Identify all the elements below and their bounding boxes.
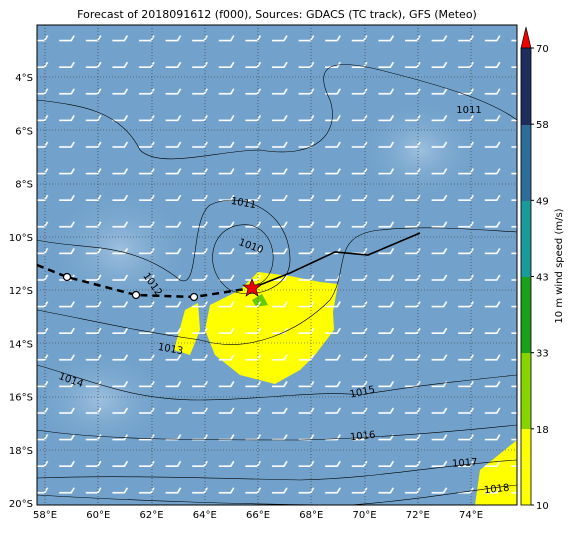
x-tick-label: 60°E bbox=[86, 510, 110, 521]
colorbar-segment bbox=[521, 353, 531, 429]
y-tick-label: 16°S bbox=[9, 393, 33, 404]
y-tick-label: 20°S bbox=[9, 499, 33, 510]
map-frame bbox=[36, 24, 518, 506]
colorbar-segment bbox=[521, 125, 531, 201]
y-tick-label: 10°S bbox=[9, 233, 33, 244]
colorbar-segment bbox=[521, 277, 531, 353]
y-tick-label: 4°S bbox=[15, 73, 33, 84]
map-area bbox=[37, 25, 517, 505]
colorbar-label: 10 m wind speed (m/s) bbox=[554, 208, 565, 323]
colorbar-segment bbox=[521, 429, 531, 505]
colorbar-tick-label: 43 bbox=[536, 273, 549, 284]
colorbar-tick-label: 10 bbox=[536, 501, 549, 512]
x-tick-label: 68°E bbox=[299, 510, 323, 521]
isobar-label: 1017 bbox=[452, 457, 478, 470]
colorbar-extend bbox=[520, 26, 532, 49]
storm-position bbox=[242, 278, 262, 297]
colorbar-tick-label: 58 bbox=[536, 120, 549, 131]
past-track bbox=[37, 263, 253, 299]
colorbar-tick-label: 33 bbox=[536, 349, 549, 360]
y-tick-label: 14°S bbox=[9, 339, 33, 350]
isobar-label: 1015 bbox=[349, 385, 376, 401]
x-tick-label: 70°E bbox=[352, 510, 376, 521]
forecast-track bbox=[251, 232, 421, 289]
colorbar-tick-label: 70 bbox=[536, 44, 549, 55]
y-tick-label: 18°S bbox=[9, 446, 33, 457]
isobar-label: 1018 bbox=[484, 483, 510, 497]
colorbar bbox=[520, 26, 532, 506]
y-tick-label: 6°S bbox=[15, 126, 33, 137]
x-tick-label: 64°E bbox=[193, 510, 217, 521]
wind-barbs bbox=[37, 25, 517, 505]
track-points bbox=[62, 272, 199, 302]
isobar-label: 1011 bbox=[456, 105, 481, 116]
x-tick-label: 58°E bbox=[33, 510, 57, 521]
y-tick-label: 8°S bbox=[15, 180, 33, 191]
graticule bbox=[37, 25, 517, 505]
map-title: Forecast of 2018091612 (f000), Sources: … bbox=[77, 8, 477, 21]
colorbar-tick-label: 18 bbox=[536, 425, 549, 436]
x-tick-label: 66°E bbox=[246, 510, 270, 521]
isobar-label: 1013 bbox=[157, 342, 184, 357]
colorbar-segment bbox=[521, 48, 531, 125]
y-tick-label: 12°S bbox=[9, 286, 33, 297]
isobar-label: 1011 bbox=[230, 196, 257, 211]
isobar-label: 1016 bbox=[350, 430, 376, 444]
x-tick-label: 74°E bbox=[459, 510, 483, 521]
colorbar-segment bbox=[521, 201, 531, 277]
colorbar-tick-label: 49 bbox=[536, 196, 549, 207]
x-tick-label: 62°E bbox=[139, 510, 163, 521]
x-tick-label: 72°E bbox=[406, 510, 430, 521]
isobars bbox=[37, 64, 517, 505]
